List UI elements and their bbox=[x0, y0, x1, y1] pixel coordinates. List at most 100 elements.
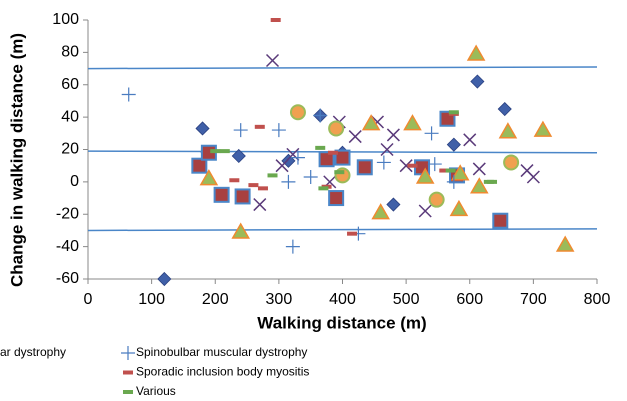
plus-point bbox=[313, 108, 328, 123]
diamond-point bbox=[231, 148, 246, 164]
dash-point bbox=[210, 149, 221, 154]
y-tick-label: -20 bbox=[56, 205, 79, 222]
triangle-point bbox=[361, 114, 381, 131]
square-point bbox=[334, 149, 351, 166]
y-tick-label: 40 bbox=[61, 108, 79, 125]
plus-point bbox=[303, 170, 318, 185]
y-tick-label: 20 bbox=[61, 141, 79, 158]
triangle-point bbox=[199, 169, 219, 186]
x-point bbox=[472, 162, 486, 176]
dash-point bbox=[334, 170, 345, 175]
triangle-point bbox=[403, 114, 422, 131]
dash-point bbox=[448, 110, 459, 115]
dash-point bbox=[407, 163, 418, 168]
plus-point bbox=[290, 150, 305, 165]
triangle-point bbox=[466, 44, 486, 61]
x-tick-label: 600 bbox=[456, 291, 483, 308]
square-point bbox=[328, 190, 345, 207]
x-point bbox=[275, 159, 289, 173]
dash-point bbox=[487, 179, 498, 184]
triangle-point bbox=[450, 164, 470, 181]
x-tick-label: 100 bbox=[138, 291, 165, 308]
x-tick-label: 800 bbox=[584, 291, 611, 308]
dash-point bbox=[254, 124, 265, 129]
square-point bbox=[356, 159, 373, 176]
x-point bbox=[526, 170, 540, 184]
x-point bbox=[286, 147, 300, 161]
y-tick-label: 80 bbox=[61, 44, 79, 61]
diamond-point bbox=[497, 101, 512, 117]
y-tick-label: -40 bbox=[56, 238, 79, 255]
x-tick-label: 700 bbox=[520, 291, 547, 308]
legend-marker bbox=[121, 346, 135, 360]
diamond-point bbox=[195, 121, 210, 136]
circle-point bbox=[503, 154, 520, 171]
plus-point bbox=[427, 157, 442, 172]
dash-point bbox=[327, 150, 338, 155]
legend-label: Spinobulbar muscular dystrophy bbox=[136, 345, 307, 359]
dash-point bbox=[267, 173, 278, 178]
circle-point bbox=[428, 191, 445, 208]
x-tick-label: 400 bbox=[329, 291, 356, 308]
plus-point bbox=[285, 239, 300, 254]
x-point bbox=[399, 159, 413, 173]
y-tick-label: 60 bbox=[61, 76, 79, 93]
circle-point bbox=[289, 104, 306, 121]
y-tick-label: 0 bbox=[70, 173, 79, 190]
plus-point bbox=[121, 87, 136, 102]
dash-point bbox=[315, 145, 326, 150]
diamond-point bbox=[157, 271, 172, 287]
triangle-point bbox=[371, 203, 390, 220]
y-tick-label: 100 bbox=[52, 11, 79, 28]
dash-point bbox=[219, 149, 230, 154]
diamond-point bbox=[446, 137, 461, 152]
legend-marker bbox=[123, 390, 133, 394]
circle-point bbox=[328, 120, 345, 137]
dash-point bbox=[318, 186, 329, 191]
square-point bbox=[492, 212, 509, 229]
diamond-point bbox=[386, 197, 401, 212]
x-tick-label: 200 bbox=[202, 291, 229, 308]
x-point bbox=[418, 204, 432, 218]
legend-label: ar dystrophy bbox=[0, 345, 66, 359]
x-tick-label: 0 bbox=[84, 291, 93, 308]
triangle-point bbox=[555, 235, 575, 252]
x-point bbox=[253, 198, 267, 212]
x-point bbox=[463, 133, 477, 147]
legend-label: Various bbox=[136, 384, 176, 398]
legend-marker bbox=[123, 370, 133, 375]
legend-label: Sporadic inclusion body myositis bbox=[136, 365, 309, 379]
dash-point bbox=[270, 18, 281, 22]
plus-point bbox=[376, 155, 391, 170]
plus-point bbox=[424, 126, 439, 141]
triangle-point bbox=[470, 177, 489, 194]
reference-line bbox=[87, 66, 598, 70]
diamond-point bbox=[281, 153, 296, 168]
x-point bbox=[386, 128, 400, 142]
x-point bbox=[380, 142, 394, 157]
triangle-point bbox=[231, 222, 250, 239]
y-tick-label: -60 bbox=[56, 270, 79, 287]
dash-point bbox=[248, 183, 259, 188]
square-point bbox=[318, 151, 335, 168]
dash-point bbox=[445, 168, 456, 173]
x-point bbox=[348, 130, 362, 144]
plus-point bbox=[271, 123, 286, 138]
diamond-point bbox=[470, 74, 485, 89]
square-point bbox=[191, 157, 208, 174]
x-axis-title: Walking distance (m) bbox=[257, 313, 426, 332]
dash-point bbox=[347, 231, 358, 236]
x-point bbox=[265, 53, 280, 67]
square-point bbox=[234, 188, 251, 205]
triangle-point bbox=[449, 199, 469, 217]
plus-point bbox=[233, 123, 248, 138]
plus-point bbox=[281, 174, 296, 189]
y-axis-title: Change in walking distance (m) bbox=[7, 33, 26, 287]
reference-line bbox=[87, 228, 598, 232]
triangle-point bbox=[498, 122, 518, 139]
x-tick-label: 300 bbox=[266, 291, 293, 308]
dash-point bbox=[229, 178, 240, 183]
triangle-point bbox=[533, 120, 553, 137]
x-tick-label: 500 bbox=[393, 291, 420, 308]
